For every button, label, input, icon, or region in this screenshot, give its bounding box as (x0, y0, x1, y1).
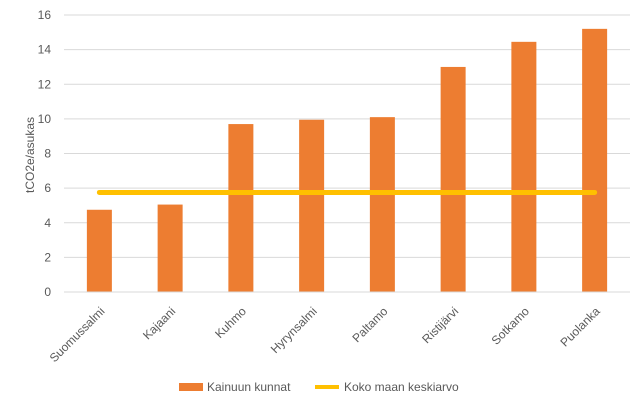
bar-suomussalmi (86, 209, 112, 292)
x-tick-label: Kuhmo (212, 304, 249, 341)
y-tick-label: 12 (38, 77, 52, 91)
x-tick-label: Puolanka (557, 304, 603, 350)
legend-label-bars: Kainuun kunnat (207, 380, 291, 394)
x-tick-label: Ristijärvi (419, 304, 461, 346)
y-tick-label: 10 (38, 112, 52, 126)
bars (86, 28, 608, 292)
bar-puolanka (582, 28, 608, 292)
bar-sotkamo (511, 41, 537, 292)
bar-kajaani (157, 204, 183, 292)
y-tick-label: 16 (38, 8, 52, 22)
x-tick-label: Hyrynsalmi (268, 304, 320, 356)
y-axis-ticks: 0 2 4 6 8 10 12 14 16 (38, 8, 52, 299)
y-tick-label: 14 (38, 43, 52, 57)
y-tick-label: 4 (44, 216, 51, 230)
y-tick-label: 8 (44, 147, 51, 161)
x-axis-categories: Suomussalmi Kajaani Kuhmo Hyrynsalmi Paltamo… (47, 304, 603, 365)
x-tick-label: Suomussalmi (47, 304, 108, 365)
bar-kuhmo (228, 124, 254, 292)
y-tick-label: 2 (44, 250, 51, 264)
bar-ristijärvi (440, 66, 466, 292)
legend-label-line: Koko maan keskiarvo (344, 380, 459, 394)
gridlines (64, 14, 630, 258)
bar-hyrynsalmi (299, 119, 325, 292)
bar-paltamo (369, 117, 395, 292)
legend: Kainuun kunnat Koko maan keskiarvo (179, 380, 459, 394)
x-tick-label: Paltamo (349, 304, 390, 345)
x-tick-label: Sotkamo (489, 304, 533, 348)
x-tick-label: Kajaani (140, 304, 178, 342)
legend-swatch-line (315, 385, 339, 389)
y-axis-label: tCO2e/asukas (23, 117, 37, 193)
legend-swatch-bars (179, 383, 203, 391)
y-tick-label: 6 (44, 181, 51, 195)
y-tick-label: 0 (44, 285, 51, 299)
